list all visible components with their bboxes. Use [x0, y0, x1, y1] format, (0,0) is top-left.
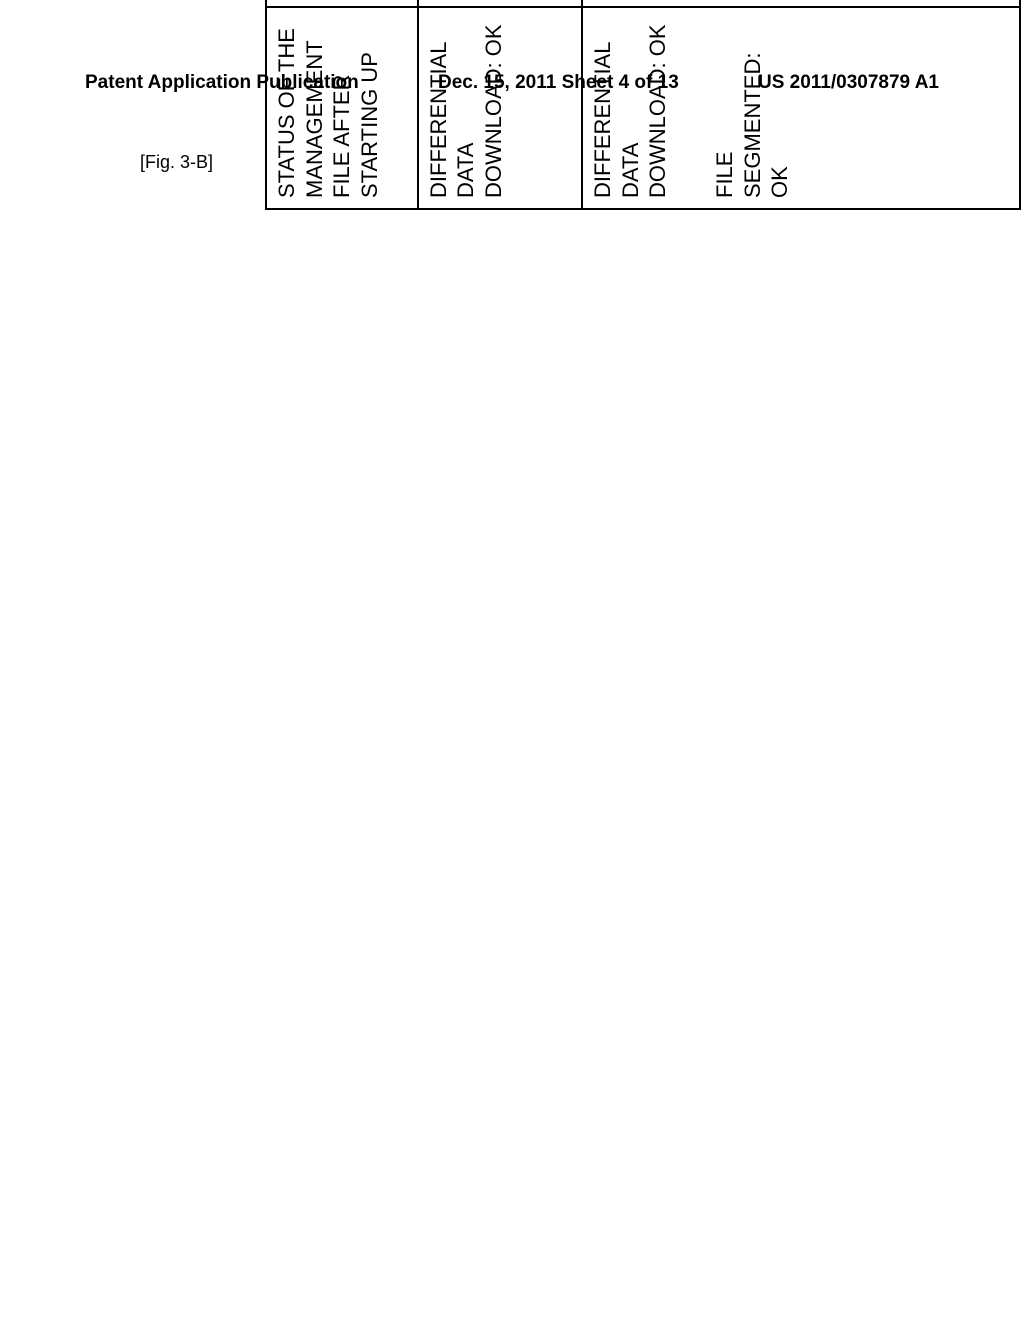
r1-c2: START FROM OP 4: [418, 0, 514, 7]
header-row: STATUS OF THE MANAGEMENT FILE AFTER STAR…: [266, 0, 418, 209]
table-container: STATUS OF THE MANAGEMENT FILE AFTER STAR…: [265, 0, 1021, 210]
row-op4: DIFFERENTIAL DATA DOWNLOAD: OK START FRO…: [418, 0, 514, 209]
r4-c1-extra: FILE SEGMENTED: OK: [712, 53, 792, 198]
row-op7: FILE SEGMENTED: OK OP7 IN-DELETE STATUS …: [678, 0, 800, 209]
r3-c1: DIFFERENTIAL DATA DOWNLOAD: OK: [582, 7, 678, 209]
r5-c2: [800, 0, 924, 7]
r6-c1: [924, 7, 1021, 209]
r4-c2: [678, 0, 800, 7]
hdr-col2: OPERATION AFTER RECOVERY OF POWER SOURCE: [266, 0, 418, 7]
r5-c1: [800, 7, 924, 209]
row-op8: OP8 IN-GENERATION STATUS OF NEW FILE IN …: [800, 0, 924, 209]
r1-c1: DIFFERENTIAL DATA DOWNLOAD: OK: [418, 7, 514, 209]
r6-c2: [924, 0, 1021, 7]
row-op6: DIFFERENTIAL DATA DOWNLOAD: OK START FRO…: [582, 0, 678, 209]
row-op5: OP5 IN-RECORD STATUS OF MANAGEMENT FILE: [513, 0, 582, 209]
status-table: STATUS OF THE MANAGEMENT FILE AFTER STAR…: [265, 0, 1021, 210]
r3-c2: START FROM OP 6: [582, 0, 678, 7]
row-op9: OP9 IN-RECORD STATUS OF MANAGEMENT FILE …: [924, 0, 1021, 209]
figure-label: [Fig. 3-B]: [140, 152, 213, 173]
r2-c2: [513, 0, 582, 7]
hdr-col1: STATUS OF THE MANAGEMENT FILE AFTER STAR…: [266, 7, 418, 209]
r2-c1: [513, 7, 582, 209]
r4-c1: FILE SEGMENTED: OK: [678, 7, 800, 209]
